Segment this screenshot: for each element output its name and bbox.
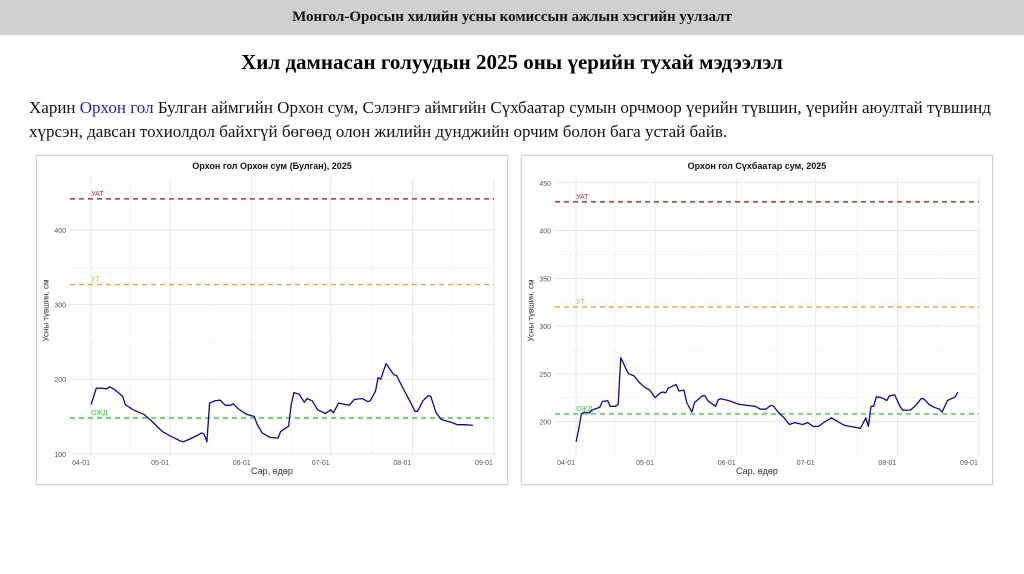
river-name-highlight: Орхон гол bbox=[79, 98, 154, 117]
x-tick-label: 06-01 bbox=[233, 460, 251, 467]
paragraph-body: Булган аймгийн Орхон сум, Сэлэнгэ аймгий… bbox=[29, 98, 991, 141]
x-tick-label: 08-01 bbox=[393, 460, 411, 467]
x-tick-label: 05-01 bbox=[151, 460, 169, 467]
y-tick-label: 200 bbox=[54, 377, 66, 384]
chart-sukhbaatar-sum: Орхон гол Сүхбаатар сум, 2025 Сар, өдөр … bbox=[521, 155, 993, 485]
x-tick-label: 07-01 bbox=[797, 460, 815, 467]
chart-title: Орхон гол Орхон сум (Булган), 2025 bbox=[192, 161, 352, 171]
x-tick-label: 04-01 bbox=[557, 460, 575, 467]
x-tick-label: 09-01 bbox=[960, 460, 978, 467]
y-tick-label: 100 bbox=[54, 452, 66, 459]
y-tick-label: 200 bbox=[539, 420, 551, 427]
y-tick-label: 300 bbox=[539, 324, 551, 331]
paragraph-prefix: Харин bbox=[29, 98, 80, 117]
water-level-line bbox=[90, 362, 473, 443]
header-title: Монгол-Оросын хилийн усны комиссын ажлын… bbox=[292, 9, 732, 25]
threshold-label: ОЖД bbox=[576, 406, 593, 413]
chart-orkhon-sum: Орхон гол Орхон сум (Булган), 2025 Сар, … bbox=[36, 155, 508, 485]
slide-header-bar: Монгол-Оросын хилийн усны комиссын ажлын… bbox=[0, 0, 1024, 35]
water-level-line bbox=[575, 356, 959, 442]
chart-plot: 200 250 300 350 400 450 04-01 05-01 06-01 07-01 08… bbox=[539, 178, 980, 467]
chart-plot: 100 200 300 400 04-01 05-01 06-01 07-01 08-01 09-… bbox=[54, 178, 495, 467]
x-tick-label: 06-01 bbox=[718, 460, 736, 467]
x-tick-label: 04-01 bbox=[72, 460, 90, 467]
threshold-label: УАТ bbox=[576, 194, 589, 201]
y-tick-label: 450 bbox=[539, 181, 551, 188]
x-tick-label: 08-01 bbox=[878, 460, 896, 467]
x-tick-label: 09-01 bbox=[475, 460, 493, 467]
chart-title: Орхон гол Сүхбаатар сум, 2025 bbox=[687, 161, 827, 171]
y-tick-label: 400 bbox=[539, 229, 551, 236]
y-tick-label: 300 bbox=[54, 303, 66, 310]
x-tick-label: 07-01 bbox=[312, 460, 330, 467]
x-axis-label: Сар, өдөр bbox=[736, 466, 778, 476]
threshold-label: УТ bbox=[91, 277, 100, 284]
y-tick-label: 250 bbox=[539, 372, 551, 379]
threshold-label: УТ bbox=[576, 299, 585, 306]
x-tick-label: 05-01 bbox=[636, 460, 654, 467]
threshold-label: ОЖД bbox=[91, 410, 108, 417]
y-tick-label: 400 bbox=[54, 228, 66, 235]
x-axis-label: Сар, өдөр bbox=[251, 466, 293, 476]
slide-title: Хил дамнасан голуудын 2025 оны үерийн ту… bbox=[241, 50, 783, 74]
slide-paragraph: Харин Орхон гол Булган аймгийн Орхон сум… bbox=[29, 96, 999, 144]
threshold-label: УАТ bbox=[91, 191, 104, 198]
y-tick-label: 350 bbox=[539, 276, 551, 283]
